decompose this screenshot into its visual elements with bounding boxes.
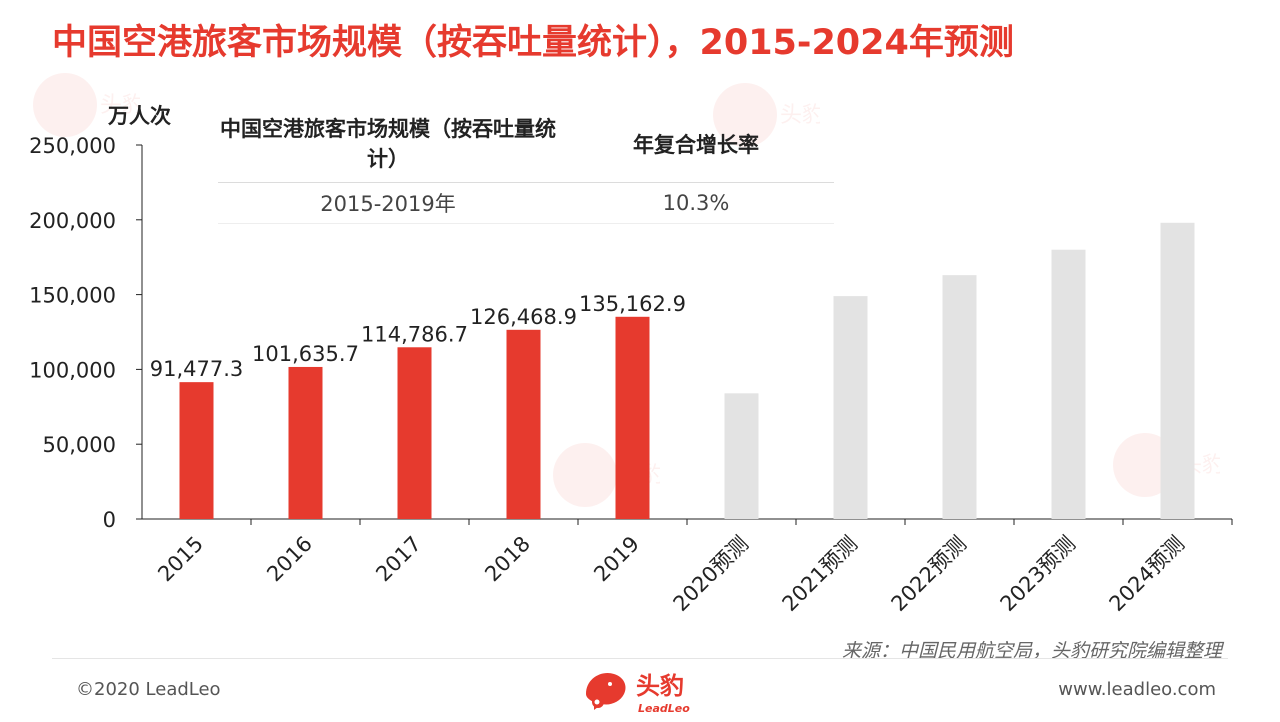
x-tick-label: 2024预测 bbox=[1105, 532, 1189, 616]
data-label: 126,468.9 bbox=[470, 305, 577, 329]
actual-bar bbox=[615, 316, 650, 519]
leopard-logo-icon: 头豹 LeadLeo bbox=[586, 672, 690, 715]
svg-text:头豹: 头豹 bbox=[636, 672, 684, 700]
forecast-bar bbox=[942, 275, 977, 519]
x-tick-label: 2022预测 bbox=[887, 532, 971, 616]
forecast-bar bbox=[833, 296, 868, 519]
svg-text:LeadLeo: LeadLeo bbox=[638, 702, 690, 715]
actual-bar bbox=[397, 347, 432, 519]
summary-data-row: 2015-2019年 10.3% bbox=[218, 183, 834, 224]
x-tick-label: 2016 bbox=[262, 532, 317, 587]
website-link[interactable]: www.leadleo.com bbox=[1058, 679, 1216, 700]
actual-bar bbox=[506, 329, 541, 519]
cagr-summary-table: 中国空港旅客市场规模（按吞吐量统计） 年复合增长率 2015-2019年 10.… bbox=[218, 114, 834, 224]
actual-bar bbox=[179, 382, 214, 519]
summary-rate: 10.3% bbox=[662, 191, 730, 215]
actual-bar bbox=[288, 366, 323, 519]
forecast-bar bbox=[1160, 222, 1195, 520]
x-tick-label: 2019 bbox=[589, 532, 644, 587]
summary-header-metric: 中国空港旅客市场规模（按吞吐量统计） bbox=[220, 117, 556, 171]
x-tick-label: 2018 bbox=[480, 532, 535, 587]
forecast-bar bbox=[724, 393, 759, 519]
footer-divider bbox=[52, 658, 1228, 659]
summary-header-rate: 年复合增长率 bbox=[633, 133, 759, 157]
bar-chart: 0 50,000 100,000 150,000 200,000 250,000 2015 9… bbox=[29, 134, 1233, 616]
forecast-bar bbox=[1051, 249, 1086, 519]
summary-period: 2015-2019年 bbox=[320, 192, 456, 216]
x-tick-label: 2017 bbox=[371, 532, 426, 587]
y-tick-label: 250,000 bbox=[29, 134, 116, 158]
data-label: 114,786.7 bbox=[361, 322, 468, 346]
page-title: 中国空港旅客市场规模（按吞吐量统计），2015-2024年预测 bbox=[52, 23, 1014, 63]
y-axis-unit-label: 万人次 bbox=[108, 104, 171, 128]
summary-header-row: 中国空港旅客市场规模（按吞吐量统计） 年复合增长率 bbox=[218, 114, 834, 183]
copyright-text: ©2020 LeadLeo bbox=[76, 679, 221, 700]
x-tick-label: 2020预测 bbox=[669, 532, 753, 616]
y-tick-label: 0 bbox=[103, 508, 116, 532]
y-tick-label: 50,000 bbox=[43, 433, 116, 457]
source-note: 来源：中国民用航空局，头豹研究院编辑整理 bbox=[841, 640, 1222, 662]
x-tick-label: 2015 bbox=[153, 532, 208, 587]
leadleo-logo: 头豹 LeadLeo bbox=[580, 664, 710, 718]
data-label: 135,162.9 bbox=[579, 292, 686, 316]
y-tick-label: 100,000 bbox=[29, 358, 116, 382]
data-label: 91,477.3 bbox=[150, 357, 244, 381]
x-tick-label: 2023预测 bbox=[996, 532, 1080, 616]
y-tick-label: 200,000 bbox=[29, 209, 116, 233]
data-label: 101,635.7 bbox=[252, 342, 359, 366]
x-tick-label: 2021预测 bbox=[778, 532, 862, 616]
y-tick-label: 150,000 bbox=[29, 284, 116, 308]
